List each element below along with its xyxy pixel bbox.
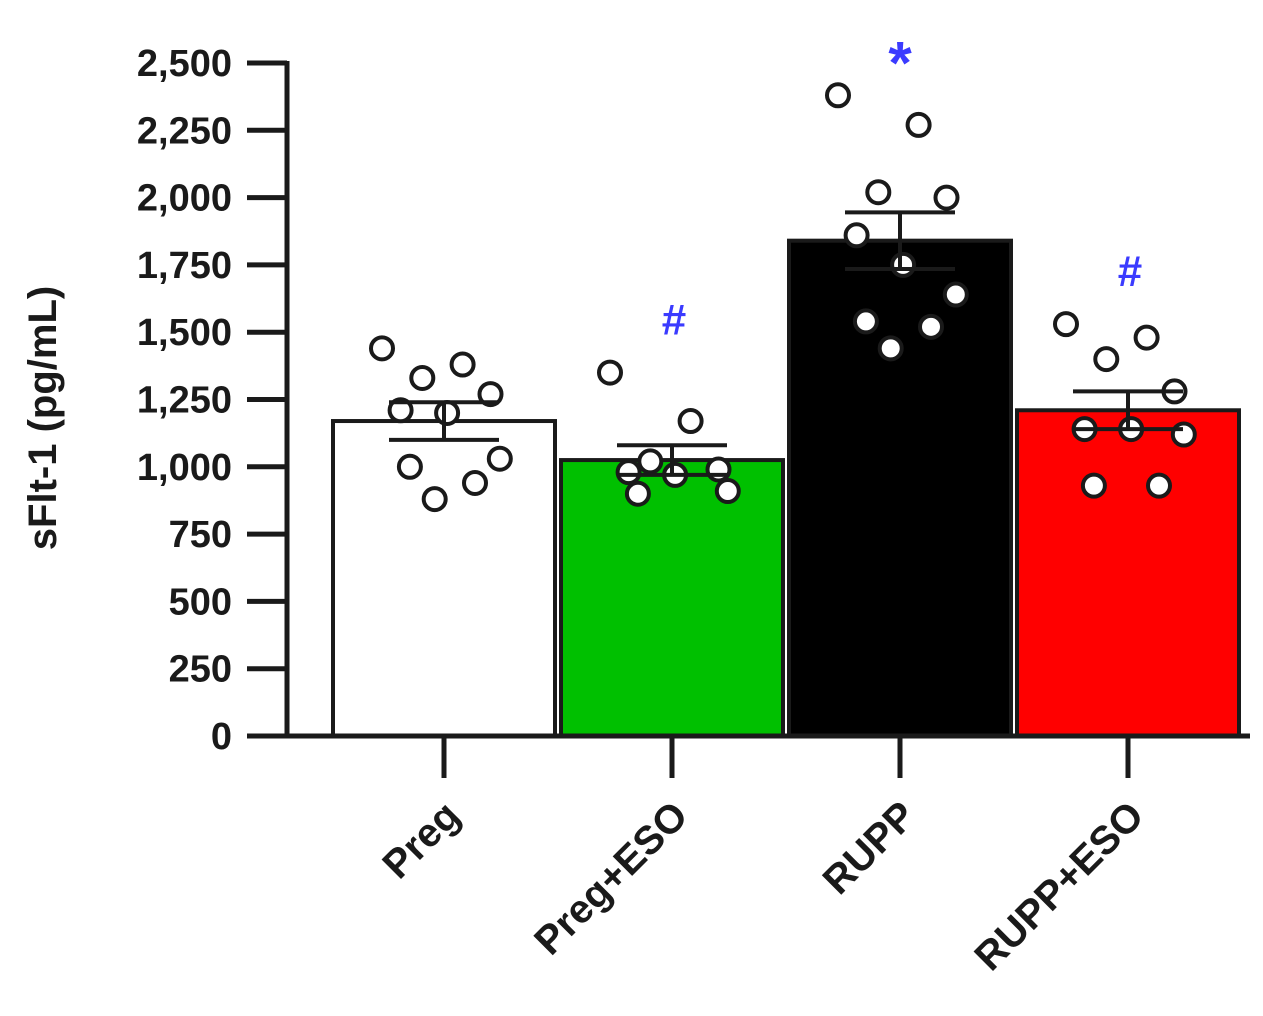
bar-0	[331, 419, 557, 738]
data-point	[597, 359, 623, 386]
data-point	[714, 478, 741, 505]
data-point	[865, 179, 892, 206]
x-category-label: Preg	[374, 793, 468, 887]
points-layer	[369, 82, 1197, 513]
data-point	[449, 351, 476, 378]
y-tick-label: 250	[169, 649, 232, 691]
y-tick-label: 1,500	[137, 312, 232, 354]
y-tick-label: 0	[211, 716, 232, 758]
data-point	[890, 251, 917, 278]
data-point	[462, 469, 488, 496]
bar-1	[559, 458, 785, 738]
y-axis-title: sFlt-1 (pg/mL)	[21, 286, 65, 550]
y-tick-label: 750	[169, 514, 232, 556]
data-point	[409, 364, 436, 391]
data-point	[1170, 421, 1197, 448]
y-tick-label: 2,250	[137, 110, 232, 152]
data-point	[1053, 311, 1079, 338]
data-point	[1146, 472, 1172, 499]
error-bar-1	[617, 443, 727, 477]
data-point	[825, 82, 851, 109]
bar-3	[1015, 408, 1241, 738]
data-point	[677, 408, 704, 435]
data-point	[369, 335, 395, 362]
data-point	[615, 459, 642, 486]
significance-marker: #	[1118, 247, 1142, 296]
data-point	[918, 313, 944, 340]
x-category-label: Preg+ESO	[526, 793, 696, 963]
data-point	[387, 397, 414, 424]
data-point	[905, 111, 932, 138]
x-category-label: RUPP+ESO	[966, 793, 1152, 979]
error-bar-3	[1073, 389, 1183, 432]
error-bar-0	[389, 400, 499, 442]
significance-marker: #	[662, 296, 686, 345]
x-category-label: RUPP	[815, 793, 925, 903]
data-point	[434, 399, 461, 426]
bar-2	[787, 238, 1013, 738]
y-tick-label: 1,250	[137, 380, 232, 422]
data-point	[486, 445, 513, 472]
y-tick-label: 500	[169, 581, 232, 623]
error-bar-2	[845, 210, 955, 271]
data-point	[942, 281, 969, 308]
data-point	[637, 448, 664, 475]
data-point	[624, 480, 651, 507]
data-point	[477, 381, 504, 408]
data-point	[421, 486, 448, 513]
data-point	[1080, 472, 1107, 499]
significance-marker: *	[888, 29, 912, 96]
data-point	[1133, 324, 1160, 351]
y-tick-label: 1,750	[137, 245, 232, 287]
data-point	[933, 184, 960, 211]
data-point	[1093, 346, 1120, 373]
data-point	[852, 308, 879, 335]
y-tick-label: 1,000	[137, 447, 232, 489]
y-tick-label: 2,000	[137, 178, 232, 220]
data-point	[396, 453, 423, 480]
data-point	[877, 335, 904, 362]
error-bars-layer	[389, 210, 1183, 477]
data-point	[705, 456, 732, 483]
axes-layer	[247, 60, 1250, 778]
data-point	[843, 222, 870, 249]
y-tick-label: 2,500	[137, 43, 232, 85]
